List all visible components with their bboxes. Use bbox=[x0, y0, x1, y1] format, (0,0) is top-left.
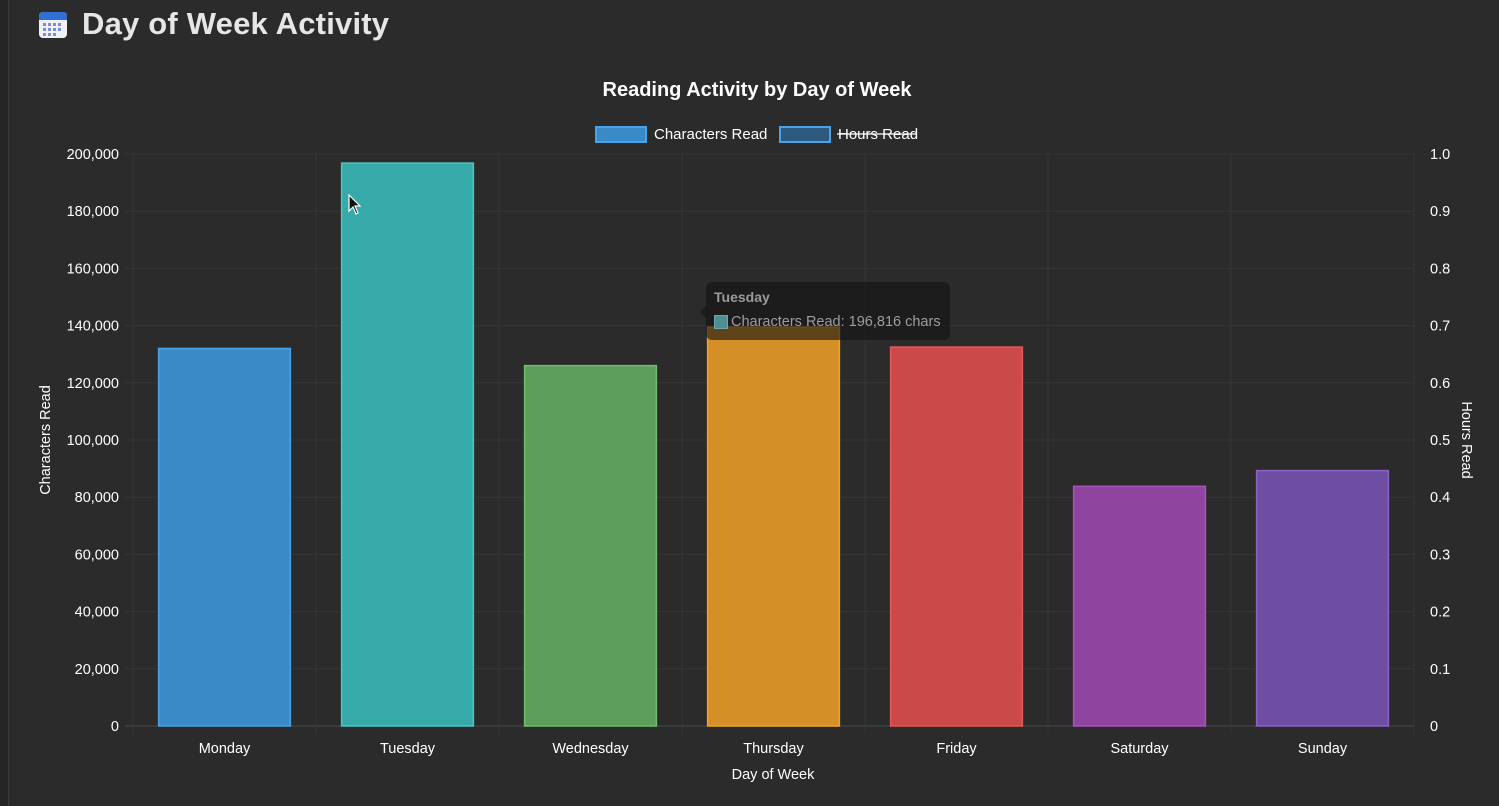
y2-tick-label: 0.2 bbox=[1430, 605, 1450, 621]
y-tick-label: 0 bbox=[111, 719, 119, 735]
chart-title: Reading Activity by Day of Week bbox=[603, 79, 913, 101]
y-tick-label: 20,000 bbox=[75, 662, 119, 678]
page-title: Day of Week Activity bbox=[82, 6, 390, 41]
x-tick-label: Tuesday bbox=[380, 741, 436, 757]
y2-tick-label: 0.5 bbox=[1430, 433, 1450, 449]
y2-tick-label: 0.1 bbox=[1430, 662, 1450, 678]
tooltip-row: Characters Read: 196,816 chars bbox=[714, 314, 942, 330]
y2-tick-label: 0.8 bbox=[1430, 261, 1450, 277]
x-tick-label: Wednesday bbox=[552, 741, 629, 757]
bar-sunday[interactable] bbox=[1255, 469, 1390, 727]
x-tick-label: Monday bbox=[199, 741, 251, 757]
bar-thursday[interactable] bbox=[706, 326, 841, 727]
tooltip-label: Characters Read: 196,816 chars bbox=[731, 314, 941, 330]
legend-swatch-0[interactable] bbox=[595, 126, 647, 143]
y-axis-title: Characters Read bbox=[38, 385, 54, 495]
bar-wednesday[interactable] bbox=[523, 364, 658, 727]
x-axis-title: Day of Week bbox=[732, 767, 815, 783]
y2-tick-label: 0.7 bbox=[1430, 319, 1450, 335]
y-tick-label: 120,000 bbox=[67, 376, 119, 392]
x-tick-label: Friday bbox=[936, 741, 977, 757]
mouse-cursor-icon bbox=[348, 194, 362, 215]
y2-tick-label: 1.0 bbox=[1430, 147, 1450, 163]
tooltip-swatch bbox=[714, 315, 728, 329]
calendar-icon bbox=[39, 12, 67, 38]
y2-tick-label: 0.6 bbox=[1430, 376, 1450, 392]
legend-swatch-1[interactable] bbox=[779, 126, 831, 143]
tooltip-title: Tuesday bbox=[714, 289, 770, 305]
panel-left-border bbox=[0, 0, 9, 806]
y2-tick-label: 0.9 bbox=[1430, 204, 1450, 220]
y-tick-label: 40,000 bbox=[75, 605, 119, 621]
x-tick-label: Saturday bbox=[1110, 741, 1169, 757]
bar-saturday[interactable] bbox=[1072, 485, 1207, 727]
y-tick-label: 200,000 bbox=[67, 147, 119, 163]
chart-tooltip: Tuesday Characters Read: 196,816 chars bbox=[700, 282, 950, 340]
y-tick-label: 80,000 bbox=[75, 490, 119, 506]
section-header: Day of Week Activity bbox=[38, 4, 389, 44]
bar-monday[interactable] bbox=[157, 347, 292, 727]
y-tick-label: 100,000 bbox=[67, 433, 119, 449]
legend-label-0[interactable]: Characters Read bbox=[654, 126, 767, 143]
y2-tick-label: 0.4 bbox=[1430, 490, 1450, 506]
bar-friday[interactable] bbox=[889, 346, 1024, 727]
x-tick-label: Thursday bbox=[743, 741, 804, 757]
y2-tick-label: 0.3 bbox=[1430, 547, 1450, 563]
y-tick-label: 60,000 bbox=[75, 547, 119, 563]
x-tick-label: Sunday bbox=[1298, 741, 1348, 757]
bar-tuesday[interactable] bbox=[340, 162, 475, 727]
y2-tick-label: 0 bbox=[1430, 719, 1438, 735]
y2-axis-title: Hours Read bbox=[1458, 401, 1474, 478]
y-tick-label: 180,000 bbox=[67, 204, 119, 220]
y-tick-label: 160,000 bbox=[67, 261, 119, 277]
y-tick-label: 140,000 bbox=[67, 319, 119, 335]
